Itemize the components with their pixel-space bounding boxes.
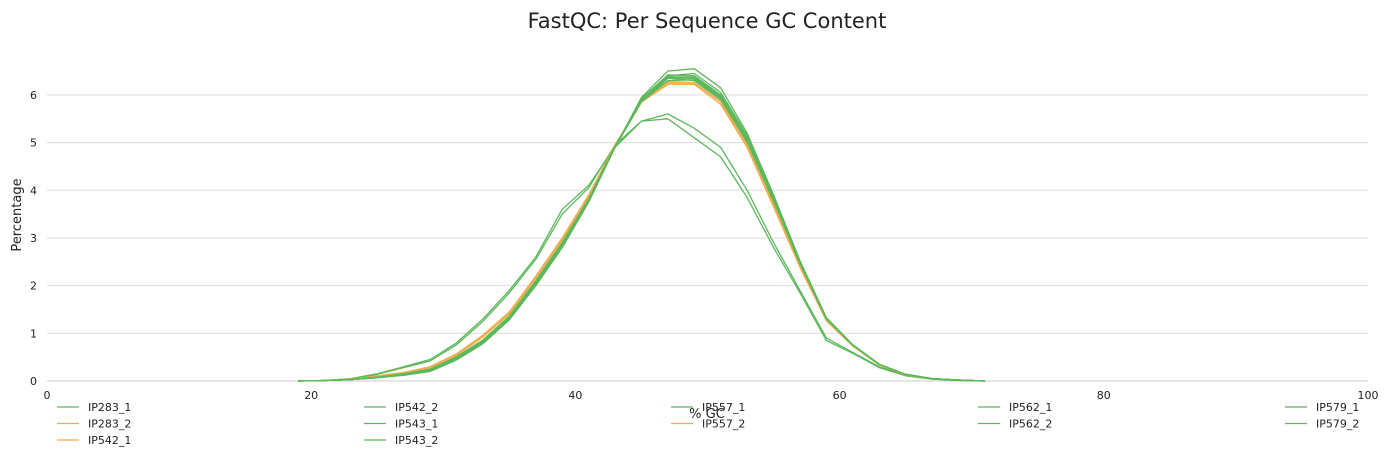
series-line-ip543_2 — [297, 72, 985, 382]
y-tick-label: 4 — [30, 184, 37, 197]
series-line-ip283_2 — [297, 82, 985, 382]
y-tick-labels: 0 1 2 3 4 5 6 — [30, 89, 37, 388]
series-line-ip543_1 — [297, 118, 985, 382]
legend-label: IP543_2 — [395, 434, 438, 447]
legend-label: IP283_1 — [88, 401, 131, 414]
x-tick-label: 60 — [833, 389, 847, 402]
legend-label: IP283_2 — [88, 418, 131, 431]
legend-label: IP542_2 — [395, 401, 438, 414]
x-tick-label: 0 — [44, 389, 51, 402]
y-tick-label: 1 — [30, 327, 37, 340]
y-tick-label: 5 — [30, 137, 37, 150]
legend: IP283_1 IP283_2 IP542_1 IP542_2 IP543_1 IP543… — [57, 401, 1359, 447]
y-tick-label: 6 — [30, 89, 37, 102]
y-tick-label: 2 — [30, 280, 37, 293]
legend-label: IP579_2 — [1316, 418, 1359, 431]
x-tick-label: 80 — [1097, 389, 1111, 402]
series-line-ip562_1 — [297, 77, 985, 382]
series-line-ip562_2 — [297, 79, 985, 382]
legend-label: IP579_1 — [1316, 401, 1359, 414]
grid-lines — [47, 94, 1368, 382]
series-line-ip557_1 — [297, 68, 985, 382]
series-lines — [297, 68, 985, 382]
x-tick-label: 40 — [568, 389, 582, 402]
legend-label: IP557_2 — [702, 418, 745, 431]
x-tick-label: 100 — [1358, 389, 1379, 402]
legend-label: IP542_1 — [88, 434, 131, 447]
series-line-ip579_2 — [297, 76, 985, 382]
legend-label: IP543_1 — [395, 418, 438, 431]
y-tick-label: 3 — [30, 232, 37, 245]
x-tick-labels: 0 20 40 60 80 100 — [44, 389, 1379, 402]
series-line-ip557_2 — [297, 80, 985, 382]
series-line-ip542_1 — [297, 83, 985, 382]
x-axis-label: % GC — [689, 407, 725, 422]
legend-label: IP557_1 — [702, 401, 745, 414]
y-tick-label: 0 — [30, 375, 37, 388]
x-tick-label: 20 — [304, 389, 318, 402]
chart-title: FastQC: Per Sequence GC Content — [528, 9, 887, 33]
series-line-ip283_1 — [297, 77, 985, 382]
y-axis-label: Percentage — [10, 178, 25, 251]
legend-label: IP562_1 — [1009, 401, 1052, 414]
series-line-ip542_2 — [297, 113, 985, 382]
legend-label: IP562_2 — [1009, 418, 1052, 431]
